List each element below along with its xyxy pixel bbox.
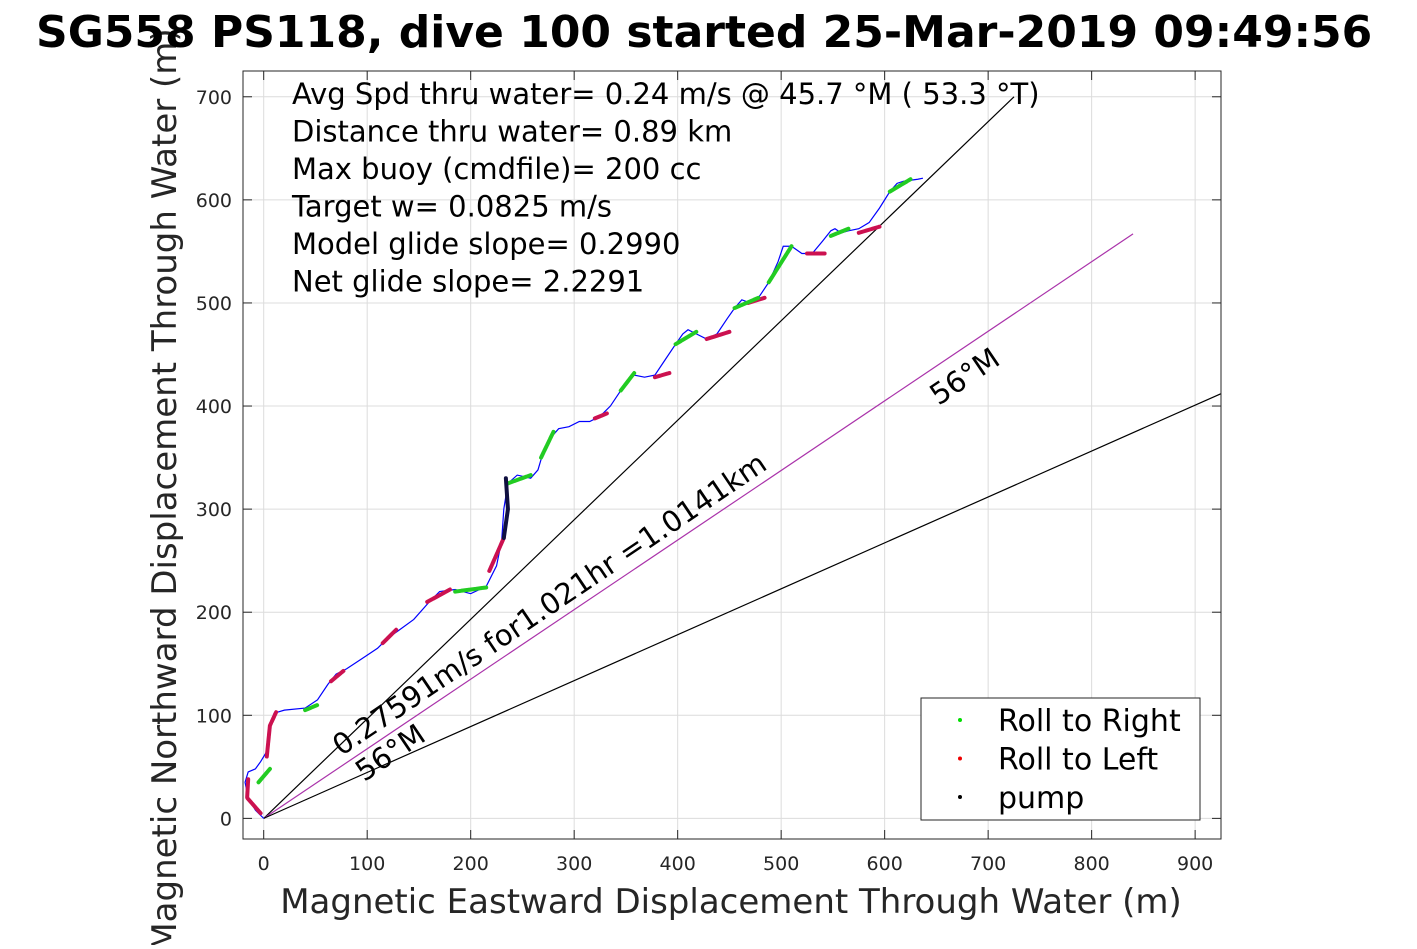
legend-marker (958, 756, 962, 761)
x-tick-label: 200 (453, 853, 489, 875)
y-tick-label: 600 (196, 190, 232, 212)
roll-left-segment (264, 710, 279, 759)
annotation-label: 56°M (923, 341, 1005, 412)
info-text-block: Avg Spd thru water= 0.24 m/s @ 45.7 °M (… (291, 77, 1040, 299)
x-tick-label: 800 (1074, 853, 1110, 875)
roll-left-segment (328, 668, 346, 684)
axes-frame (242, 70, 1222, 840)
roll-right-segment (887, 177, 913, 194)
pump-segment (501, 476, 510, 540)
roll-left-segment (245, 777, 263, 816)
x-tick-label: 600 (867, 853, 903, 875)
y-tick-label: 700 (196, 87, 232, 109)
info-line: Avg Spd thru water= 0.24 m/s @ 45.7 °M (… (292, 77, 1040, 111)
roll-right-segment (256, 766, 272, 785)
x-tick-label: 500 (763, 853, 799, 875)
roll-right-segment (505, 473, 533, 486)
legend-marker (958, 795, 962, 799)
grid-lines (243, 71, 1221, 839)
y-tick-label: 500 (196, 293, 232, 315)
y-axis-title: Magnetic Northward Displacement Through … (145, 28, 185, 945)
roll-right-segment (673, 329, 699, 347)
heading-line (263, 96, 1015, 819)
y-tick-label: 400 (196, 396, 232, 418)
x-tick-label: 400 (660, 853, 696, 875)
y-tick-label: 100 (196, 705, 232, 727)
roll-right-segment (732, 295, 761, 311)
x-tick-label: 300 (556, 853, 592, 875)
x-tick-label: 900 (1177, 853, 1213, 875)
roll-right-segment (618, 371, 637, 393)
roll-right-segment (828, 226, 851, 238)
roll-left-segment (704, 329, 732, 342)
roll-left-segment (592, 411, 610, 421)
x-axis-title: Magnetic Eastward Displacement Through W… (280, 882, 1182, 922)
roll-right-segment (303, 702, 320, 713)
x-tick-label: 0 (258, 853, 270, 875)
plot-frame (242, 70, 1222, 840)
y-tick-label: 0 (220, 808, 232, 830)
y-tick-label: 200 (196, 602, 232, 624)
legend-label: pump (998, 781, 1084, 816)
legend-box (920, 697, 1201, 821)
roll-right-segment (766, 244, 794, 285)
legend-label: Roll to Left (998, 743, 1158, 778)
track-line (244, 177, 924, 819)
roll-left-segment (487, 535, 506, 573)
legend-marker (958, 718, 962, 722)
roll-right-segment (453, 585, 489, 594)
x-tick-label: 700 (970, 853, 1006, 875)
chart-title: SG558 PS118, dive 100 started 25-Mar-201… (36, 7, 1372, 58)
x-tick-label: 100 (349, 853, 385, 875)
roll-left-segment (652, 371, 672, 380)
roll-left-segment (856, 224, 882, 235)
tick-labels: 0 100 200 300 400 500 600 700 800 900 0 100 200 300 40… (196, 87, 1214, 875)
current-line (263, 233, 1134, 819)
roll-left-segment (425, 587, 452, 604)
y-tick-label: 300 (196, 499, 232, 521)
info-line: Target w= 0.0825 m/s (291, 190, 612, 224)
roll-right-segment (539, 429, 556, 460)
glider-track (244, 177, 924, 819)
roll-left-segment (380, 627, 399, 646)
info-line: Net glide slope= 2.2291 (292, 265, 644, 299)
info-line: Model glide slope= 0.2990 (292, 227, 680, 261)
legend-label: Roll to Right (998, 704, 1181, 739)
info-line: Max buoy (cmdfile)= 200 cc (292, 152, 701, 186)
info-line: Distance thru water= 0.89 km (292, 115, 732, 149)
lower-line (263, 393, 1221, 819)
reference-lines (263, 96, 1221, 819)
